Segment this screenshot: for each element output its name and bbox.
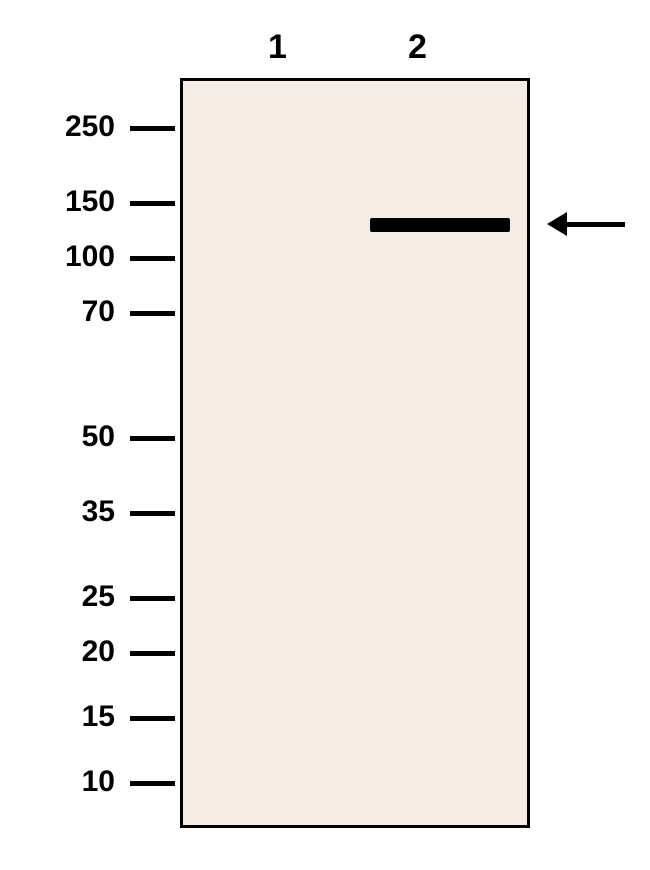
lane-label-2: 2 xyxy=(408,28,427,67)
mw-tick-35 xyxy=(130,511,175,516)
mw-label-15: 15 xyxy=(0,700,115,734)
mw-label-150: 150 xyxy=(0,185,115,219)
mw-label-100: 100 xyxy=(0,240,115,274)
mw-label-35: 35 xyxy=(0,495,115,529)
mw-label-250: 250 xyxy=(0,110,115,144)
mw-tick-50 xyxy=(130,436,175,441)
mw-tick-150 xyxy=(130,201,175,206)
mw-tick-250 xyxy=(130,126,175,131)
protein-band-lane2 xyxy=(370,218,510,232)
mw-label-70: 70 xyxy=(0,295,115,329)
mw-tick-10 xyxy=(130,781,175,786)
mw-label-50: 50 xyxy=(0,420,115,454)
lane-label-1: 1 xyxy=(268,28,287,67)
mw-tick-20 xyxy=(130,651,175,656)
mw-tick-70 xyxy=(130,311,175,316)
mw-label-10: 10 xyxy=(0,765,115,799)
band-indicator-arrow-shaft xyxy=(565,222,625,227)
mw-label-20: 20 xyxy=(0,635,115,669)
mw-tick-25 xyxy=(130,596,175,601)
mw-label-25: 25 xyxy=(0,580,115,614)
western-blot-figure: 1 2 250 150 100 70 50 35 25 20 15 10 xyxy=(0,0,650,870)
band-indicator-arrow-head xyxy=(547,212,567,236)
blot-membrane xyxy=(180,78,530,828)
mw-tick-15 xyxy=(130,716,175,721)
mw-tick-100 xyxy=(130,256,175,261)
